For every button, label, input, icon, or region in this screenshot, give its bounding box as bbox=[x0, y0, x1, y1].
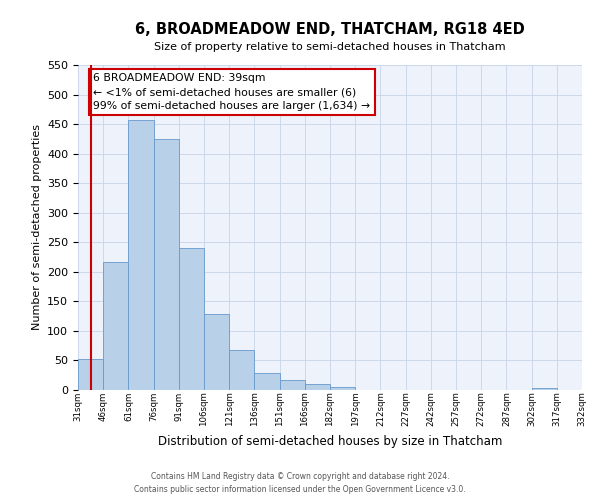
Bar bbox=[305, 384, 330, 390]
Bar bbox=[280, 380, 305, 390]
Bar bbox=[204, 314, 229, 390]
Bar bbox=[229, 350, 254, 390]
Bar bbox=[330, 387, 355, 390]
Bar bbox=[532, 388, 557, 390]
Text: 6, BROADMEADOW END, THATCHAM, RG18 4ED: 6, BROADMEADOW END, THATCHAM, RG18 4ED bbox=[135, 22, 525, 38]
Bar bbox=[254, 374, 280, 390]
Text: Size of property relative to semi-detached houses in Thatcham: Size of property relative to semi-detach… bbox=[154, 42, 506, 52]
Bar bbox=[179, 248, 204, 390]
Text: 6 BROADMEADOW END: 39sqm
← <1% of semi-detached houses are smaller (6)
99% of se: 6 BROADMEADOW END: 39sqm ← <1% of semi-d… bbox=[93, 73, 370, 111]
Text: Contains public sector information licensed under the Open Government Licence v3: Contains public sector information licen… bbox=[134, 485, 466, 494]
Y-axis label: Number of semi-detached properties: Number of semi-detached properties bbox=[32, 124, 41, 330]
Bar bbox=[78, 360, 103, 390]
Bar bbox=[103, 262, 128, 390]
Text: Contains HM Land Registry data © Crown copyright and database right 2024.: Contains HM Land Registry data © Crown c… bbox=[151, 472, 449, 481]
X-axis label: Distribution of semi-detached houses by size in Thatcham: Distribution of semi-detached houses by … bbox=[158, 434, 502, 448]
Bar bbox=[154, 139, 179, 390]
Bar bbox=[128, 120, 154, 390]
